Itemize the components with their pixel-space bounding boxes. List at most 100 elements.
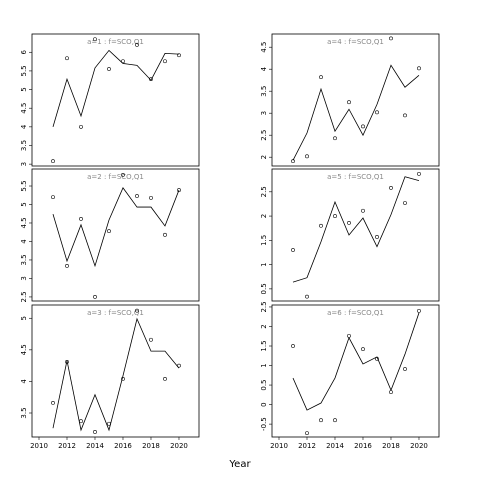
y-tick-label: 5 (20, 316, 28, 320)
fitted-line (292, 312, 420, 411)
y-tick-label: 3 (260, 111, 268, 115)
y-tick-label: 4.5 (260, 42, 268, 53)
observed-point (361, 208, 365, 213)
y-tick-label: -0.5 (260, 417, 268, 431)
y-tick-label: 0.5 (260, 283, 268, 294)
y-tick-label: 3.5 (20, 407, 28, 418)
y-tick-label: 4.5 (20, 103, 28, 114)
observed-point (347, 220, 351, 225)
observed-point (333, 418, 337, 423)
y-tick-label: 0 (260, 402, 268, 406)
observed-point (333, 136, 337, 141)
observed-point (135, 308, 139, 313)
x-tick-label: 2018 (382, 442, 400, 450)
observed-point (121, 173, 125, 177)
x-tick-label: 2016 (354, 442, 372, 450)
x-tick-label: 2010 (270, 442, 288, 450)
observed-point (177, 363, 181, 368)
panel-frame (31, 168, 200, 302)
observed-point (389, 186, 393, 190)
panel-title: a=2 : f=SCO,Q1 (87, 173, 144, 181)
x-tick-label: 2016 (114, 442, 132, 450)
observed-point (107, 421, 111, 426)
x-tick-label: 2014 (86, 442, 104, 450)
x-tick-label: 2018 (142, 442, 160, 450)
y-tick-label: 5 (20, 202, 28, 206)
observed-point (319, 418, 323, 423)
panel-frame (271, 168, 440, 302)
observed-point (107, 67, 111, 71)
y-tick-label: 3 (20, 162, 28, 166)
observed-point (319, 75, 323, 80)
y-tick-label: 5.5 (20, 65, 28, 76)
fitted-line (52, 317, 180, 432)
y-tick-label: 2.5 (260, 301, 268, 312)
observed-point (177, 53, 181, 58)
observed-point (375, 235, 379, 239)
observed-point (319, 223, 323, 228)
x-tick-label: 2020 (170, 442, 188, 450)
observed-point (121, 376, 125, 381)
observed-point (65, 56, 69, 61)
observed-point (93, 37, 97, 42)
y-tick-label: 1 (260, 363, 268, 367)
observed-point (121, 59, 125, 64)
panel-frame (31, 33, 200, 167)
y-tick-label: 2 (260, 324, 268, 328)
observed-point (65, 359, 69, 364)
y-tick-label: 3.5 (260, 86, 268, 97)
observed-point (389, 36, 393, 41)
y-tick-label: 4 (20, 379, 28, 384)
observed-point (291, 248, 295, 252)
observed-point (375, 356, 379, 361)
observed-point (417, 308, 421, 313)
observed-point (305, 294, 309, 299)
observed-point (149, 77, 153, 82)
fitted-line (52, 187, 180, 268)
observed-point (403, 367, 407, 371)
panel-title: a=4 : f=SCO,Q1 (327, 38, 384, 46)
y-tick-label: 5 (20, 87, 28, 91)
y-tick-label: 2.5 (260, 130, 268, 141)
panel-title: a=6 : f=SCO,Q1 (327, 309, 384, 317)
x-tick-label: 2012 (298, 442, 316, 450)
observed-point (305, 154, 309, 159)
fitted-line (292, 64, 420, 161)
observed-point (163, 376, 167, 381)
observed-point (79, 124, 83, 129)
observed-point (361, 124, 365, 129)
y-tick-label: 0.5 (260, 379, 268, 390)
panel-title: a=5 : f=SCO,Q1 (327, 173, 384, 181)
observed-point (389, 390, 393, 394)
fitted-line (292, 176, 420, 283)
x-tick-label: 2014 (326, 442, 344, 450)
y-tick-label: 4 (20, 239, 28, 244)
observed-point (347, 100, 351, 105)
y-tick-label: 3.5 (20, 254, 28, 265)
y-tick-label: 5.5 (20, 180, 28, 191)
y-tick-label: 4 (20, 124, 28, 129)
observed-point (93, 295, 97, 299)
panel-title: a=1 : f=SCO,Q1 (87, 38, 144, 46)
x-tick-label: 2010 (30, 442, 48, 450)
y-tick-label: 2 (260, 214, 268, 218)
y-tick-label: 3 (20, 276, 28, 280)
observed-point (333, 214, 337, 218)
observed-point (51, 195, 55, 200)
observed-point (135, 194, 139, 198)
y-tick-label: 6 (20, 50, 28, 55)
observed-point (403, 113, 407, 118)
observed-point (65, 263, 69, 268)
observed-point (417, 171, 421, 176)
y-tick-label: 2.5 (20, 291, 28, 302)
panel-frame (271, 33, 440, 167)
observed-point (163, 59, 167, 64)
panel-title: a=3 : f=SCO,Q1 (87, 309, 144, 317)
y-tick-label: 4.5 (20, 344, 28, 355)
observed-point (291, 344, 295, 348)
observed-point (51, 159, 55, 164)
y-tick-label: 2.5 (260, 186, 268, 197)
y-tick-label: 4.5 (20, 217, 28, 228)
x-tick-label: 2012 (58, 442, 76, 450)
